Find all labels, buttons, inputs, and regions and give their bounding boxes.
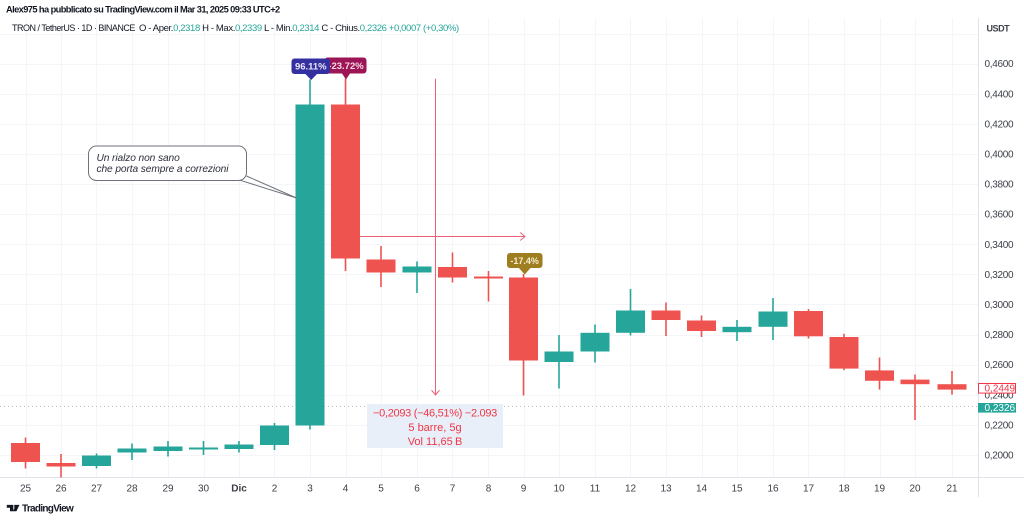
svg-text:96.11%: 96.11%	[295, 62, 327, 73]
svg-text:19: 19	[874, 484, 886, 495]
svg-text:26: 26	[55, 484, 67, 495]
svg-text:0,2449: 0,2449	[985, 384, 1016, 395]
svg-text:USDT: USDT	[987, 24, 1011, 34]
svg-text:0,2200: 0,2200	[985, 420, 1015, 431]
svg-text:2: 2	[272, 484, 278, 495]
svg-text:0,2600: 0,2600	[985, 360, 1015, 371]
svg-text:11: 11	[590, 484, 601, 495]
svg-text:Dic: Dic	[231, 484, 247, 495]
svg-text:Vol 11,65 B: Vol 11,65 B	[408, 436, 463, 448]
svg-text:0,4200: 0,4200	[985, 119, 1015, 130]
svg-text:7: 7	[450, 484, 456, 495]
svg-text:0,3200: 0,3200	[985, 270, 1015, 281]
svg-text:Alex975 ha pubblicato su Tradi: Alex975 ha pubblicato su TradingView.com…	[6, 5, 280, 15]
svg-text:Un rialzo non sano: Un rialzo non sano	[97, 153, 181, 164]
svg-text:0,3600: 0,3600	[985, 210, 1015, 221]
svg-text:5 barre, 5g: 5 barre, 5g	[408, 422, 461, 434]
svg-text:3: 3	[307, 484, 313, 495]
svg-text:0,4600: 0,4600	[985, 59, 1015, 70]
svg-text:0,3800: 0,3800	[985, 180, 1015, 191]
svg-text:4: 4	[343, 484, 349, 495]
svg-text:28: 28	[126, 484, 138, 495]
svg-text:8: 8	[486, 484, 492, 495]
svg-text:0,2000: 0,2000	[985, 451, 1015, 462]
svg-text:0,2800: 0,2800	[985, 330, 1015, 341]
svg-text:16: 16	[767, 484, 779, 495]
svg-text:TRON / TetherUS · 1D · BINANCE: TRON / TetherUS · 1D · BINANCE	[12, 23, 135, 33]
svg-text:27: 27	[91, 484, 103, 495]
svg-text:0,4400: 0,4400	[985, 89, 1015, 100]
svg-text:6: 6	[414, 484, 420, 495]
svg-text:10: 10	[553, 484, 565, 495]
svg-text:21: 21	[946, 484, 958, 495]
svg-text:0,3400: 0,3400	[985, 240, 1015, 251]
svg-text:30: 30	[198, 484, 210, 495]
svg-text:17: 17	[803, 484, 815, 495]
svg-text:0,2326: 0,2326	[985, 403, 1016, 414]
svg-text:12: 12	[625, 484, 637, 495]
svg-text:−0,2093 (−46,51%) −2.093: −0,2093 (−46,51%) −2.093	[373, 408, 497, 420]
svg-text:5: 5	[378, 484, 384, 495]
svg-text:0,4000: 0,4000	[985, 150, 1015, 161]
svg-text:0,3000: 0,3000	[985, 300, 1015, 311]
svg-text:9: 9	[521, 484, 527, 495]
svg-text:O - Aper.0,2318 H - Max.0,233: O - Aper.0,2318 H - Max.0,2339 L - Min.0…	[139, 23, 459, 34]
svg-text:TradingView: TradingView	[22, 504, 74, 515]
svg-text:25: 25	[20, 484, 32, 495]
svg-text:che porta sempre a correzioni: che porta sempre a correzioni	[97, 164, 230, 175]
svg-text:13: 13	[660, 484, 672, 495]
svg-text:14: 14	[696, 484, 708, 495]
svg-text:-17.4%: -17.4%	[510, 256, 539, 266]
svg-text:0,2400: 0,2400	[985, 390, 1015, 401]
svg-text:-23.72%: -23.72%	[328, 61, 364, 72]
svg-text:15: 15	[731, 484, 743, 495]
svg-text:20: 20	[909, 484, 921, 495]
svg-text:29: 29	[162, 484, 174, 495]
svg-text:18: 18	[838, 484, 850, 495]
